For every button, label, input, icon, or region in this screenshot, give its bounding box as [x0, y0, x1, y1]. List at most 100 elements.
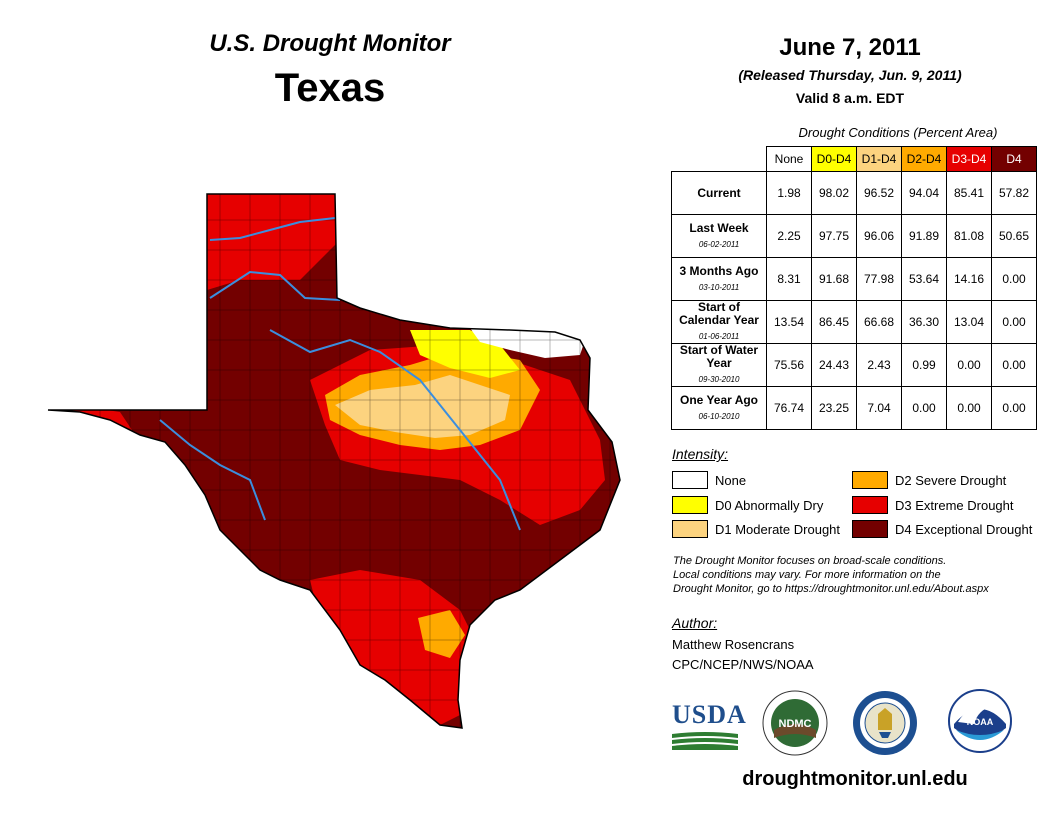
table-cell: 13.54 [766, 300, 812, 344]
state-title: Texas [274, 66, 386, 110]
table-cell: 86.45 [811, 300, 857, 344]
table-cell: 77.98 [856, 257, 902, 301]
col-header: D3-D4 [946, 146, 992, 172]
table-row: 3 Months Ago 03-10-2011 8.31 91.68 77.98 … [671, 257, 1037, 301]
table-cell: 53.64 [901, 257, 947, 301]
table-cell: 0.99 [901, 343, 947, 387]
table-cell: 14.16 [946, 257, 992, 301]
col-header: None [766, 146, 812, 172]
table-cell: 98.02 [811, 171, 857, 215]
table-cell: 81.08 [946, 214, 992, 258]
website-url: droughtmonitor.unl.edu [742, 768, 968, 790]
legend-label: D0 Abnormally Dry [715, 497, 824, 513]
drought-conditions-table: None D0-D4 D1-D4 D2-D4 D3-D4 D4 Current … [671, 146, 1037, 430]
table-cell: 76.74 [766, 386, 812, 430]
row-label: One Year Ago 06-10-2010 [671, 386, 767, 430]
table-cell: 57.82 [991, 171, 1037, 215]
table-cell: 91.68 [811, 257, 857, 301]
table-cell: 7.04 [856, 386, 902, 430]
legend-label: D3 Extreme Drought [895, 497, 1014, 513]
table-cell: 96.06 [856, 214, 902, 258]
table-cell: 36.30 [901, 300, 947, 344]
table-cell: 2.25 [766, 214, 812, 258]
legend-swatch [852, 496, 888, 514]
col-header: D1-D4 [856, 146, 902, 172]
legend-item-d2: D2 Severe Drought [852, 471, 1006, 489]
svg-text:NOAA: NOAA [967, 717, 994, 727]
table-row: Last Week 06-02-2011 2.25 97.75 96.06 91.… [671, 214, 1037, 258]
author-org: CPC/NCEP/NWS/NOAA [672, 657, 814, 672]
zone-none [470, 328, 585, 358]
table-cell: 23.25 [811, 386, 857, 430]
table-cell: 0.00 [946, 343, 992, 387]
legend-label: None [715, 472, 747, 488]
river-pecos [159, 419, 266, 521]
table-cell: 97.75 [811, 214, 857, 258]
row-label: Current [671, 171, 767, 215]
table-cell: 8.31 [766, 257, 812, 301]
table-cell: 24.43 [811, 343, 857, 387]
usda-field-icon [672, 732, 738, 750]
author-title: Author: [672, 615, 718, 631]
table-cell: 13.04 [946, 300, 992, 344]
table-cell: 50.65 [991, 214, 1037, 258]
legend-item-d3: D3 Extreme Drought [852, 496, 1014, 514]
table-cell: 96.52 [856, 171, 902, 215]
legend-label: D2 Severe Drought [895, 472, 1007, 488]
legend-item-d4: D4 Exceptional Drought [852, 520, 1032, 538]
col-header: D0-D4 [811, 146, 857, 172]
legend-label: D4 Exceptional Drought [895, 521, 1033, 537]
report-date: June 7, 2011 [779, 34, 921, 61]
col-header: D4 [991, 146, 1037, 172]
table-cell: 0.00 [991, 257, 1037, 301]
release-date: (Released Thursday, Jun. 9, 2011) [738, 67, 962, 83]
table-cell: 66.68 [856, 300, 902, 344]
row-label: Start of Calendar Year 01-06-2011 [671, 300, 767, 344]
table-cell: 0.00 [991, 300, 1037, 344]
row-label: 3 Months Ago 03-10-2011 [671, 257, 767, 301]
county-grid [48, 194, 620, 728]
conditions-title: Drought Conditions (Percent Area) [798, 125, 998, 140]
ndmc-logo: NDMC [762, 690, 828, 756]
zone-d3-south [310, 570, 480, 725]
valid-time: Valid 8 a.m. EDT [795, 90, 905, 106]
legend-swatch [672, 496, 708, 514]
commerce-seal-logo [853, 691, 917, 755]
table-cell: 2.43 [856, 343, 902, 387]
legend-item-d1: D1 Moderate Drought [672, 520, 840, 538]
zone-d3-far-west [48, 400, 140, 460]
svg-text:NDMC: NDMC [779, 718, 812, 730]
map-subtitle: U.S. Drought Monitor [209, 30, 451, 57]
legend-item-d0: D0 Abnormally Dry [672, 496, 823, 514]
col-header: D2-D4 [901, 146, 947, 172]
zone-d3-north [207, 194, 340, 290]
legend-swatch [852, 520, 888, 538]
river-brazos [269, 329, 521, 531]
table-cell: 0.00 [991, 343, 1037, 387]
legend-swatch [852, 471, 888, 489]
table-row: Start of Water Year 09-30-2010 75.56 24.4… [671, 343, 1037, 387]
table-row: One Year Ago 06-10-2010 76.74 23.25 7.04 … [671, 386, 1037, 430]
noaa-logo: NOAA [948, 689, 1012, 753]
table-row: Start of Calendar Year 01-06-2011 13.54 8… [671, 300, 1037, 344]
rivers [159, 217, 521, 531]
table-header-row: None D0-D4 D1-D4 D2-D4 D3-D4 D4 [672, 146, 1037, 172]
table-cell: 94.04 [901, 171, 947, 215]
table-cell: 1.98 [766, 171, 812, 215]
table-cell: 85.41 [946, 171, 992, 215]
legend-swatch [672, 471, 708, 489]
table-cell: 0.00 [901, 386, 947, 430]
table-cell: 91.89 [901, 214, 947, 258]
legend-swatch [672, 520, 708, 538]
legend-label: D1 Moderate Drought [715, 521, 841, 537]
table-cell: 0.00 [946, 386, 992, 430]
river-canadian [209, 217, 336, 241]
row-label: Last Week 06-02-2011 [671, 214, 767, 258]
legend-title: Intensity: [672, 446, 729, 462]
zone-d1 [335, 375, 510, 438]
texas-drought-map [47, 193, 621, 729]
table-cell: 0.00 [991, 386, 1037, 430]
author-name: Matthew Rosencrans [672, 637, 795, 652]
row-label: Start of Water Year 09-30-2010 [671, 343, 767, 387]
texas-outline [47, 193, 621, 729]
